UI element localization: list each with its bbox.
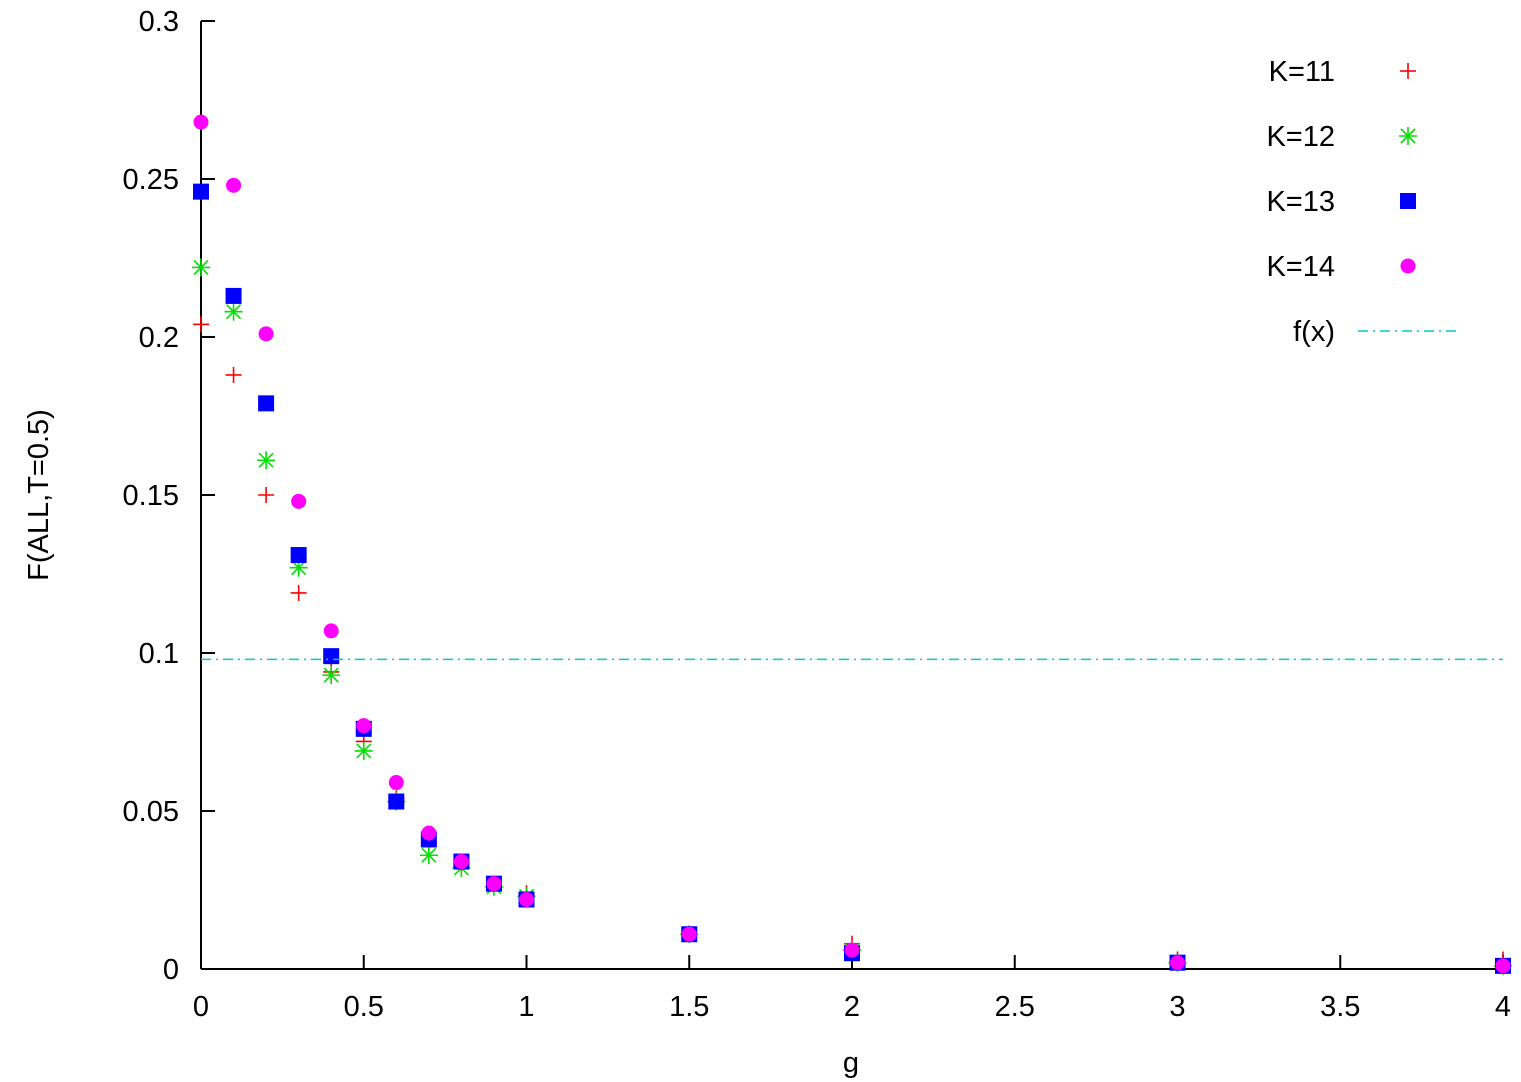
y-tick-label: 0 bbox=[163, 954, 179, 986]
series-k-12 bbox=[192, 258, 1512, 975]
data-point bbox=[1170, 955, 1185, 971]
data-point bbox=[1495, 958, 1511, 974]
data-point bbox=[388, 793, 405, 810]
series-k-11 bbox=[193, 316, 1511, 968]
star-d2 bbox=[421, 847, 437, 863]
data-point bbox=[354, 741, 373, 760]
x-tick-label: 3 bbox=[1169, 991, 1185, 1023]
data-point bbox=[453, 854, 469, 870]
data-point bbox=[421, 825, 437, 841]
data-point bbox=[486, 876, 502, 892]
data-point bbox=[419, 846, 438, 865]
x-axis-title: g bbox=[843, 1047, 859, 1079]
data-point bbox=[225, 366, 242, 383]
data-point bbox=[681, 926, 697, 942]
series-k-13 bbox=[193, 183, 1511, 974]
x-tick-label: 2 bbox=[844, 991, 860, 1023]
series-layer bbox=[192, 114, 1512, 975]
x-tick-label: 0.5 bbox=[344, 991, 384, 1023]
data-point bbox=[322, 666, 341, 685]
x-tick-label: 2.5 bbox=[995, 991, 1035, 1023]
data-point bbox=[257, 451, 276, 470]
x-tick-label: 4 bbox=[1495, 991, 1511, 1023]
x-tick-label: 1.5 bbox=[669, 991, 709, 1023]
star-d2 bbox=[193, 259, 209, 276]
data-point bbox=[356, 718, 372, 734]
data-point bbox=[323, 623, 339, 639]
data-point bbox=[290, 584, 307, 601]
x-axis-ticks: 0 0.5 1 1.5 2 2.5 3 3.5 4 bbox=[193, 955, 1511, 1023]
legend-label: K=13 bbox=[1266, 186, 1335, 218]
x-tick-label: 3.5 bbox=[1320, 991, 1360, 1023]
legend-label: K=11 bbox=[1269, 56, 1335, 88]
legend-swatch bbox=[1399, 127, 1417, 145]
data-point bbox=[193, 183, 209, 200]
legend: K=11 K=12 K=13 K=14 f(x) bbox=[1266, 56, 1456, 348]
star-d2 bbox=[1400, 128, 1416, 144]
data-point bbox=[290, 547, 307, 564]
series-k-14 bbox=[193, 114, 1511, 974]
data-point bbox=[193, 316, 209, 333]
y-tick-label: 0.15 bbox=[123, 480, 179, 512]
x-tick-label: 0 bbox=[193, 991, 209, 1023]
y-tick-label: 0.3 bbox=[139, 6, 179, 38]
data-point bbox=[224, 302, 243, 321]
data-point bbox=[258, 326, 274, 342]
star-d2 bbox=[225, 304, 242, 320]
legend-swatch bbox=[1400, 258, 1416, 274]
data-point bbox=[193, 114, 209, 130]
y-tick-label: 0.1 bbox=[139, 638, 179, 670]
star-d2 bbox=[356, 743, 372, 759]
data-point bbox=[258, 395, 275, 412]
legend-swatch bbox=[1400, 193, 1416, 209]
y-axis-ticks: 0 0.05 0.1 0.15 0.2 0.25 0.3 bbox=[123, 6, 215, 986]
data-point bbox=[226, 177, 242, 193]
data-point bbox=[323, 648, 340, 665]
data-point bbox=[258, 487, 275, 503]
data-point bbox=[844, 942, 860, 958]
data-point bbox=[192, 258, 210, 277]
legend-label: K=14 bbox=[1266, 251, 1335, 283]
legend-label: K=12 bbox=[1266, 121, 1335, 153]
data-point bbox=[519, 891, 534, 907]
y-tick-label: 0.2 bbox=[139, 322, 179, 354]
legend-swatch bbox=[1400, 63, 1416, 79]
legend-label: f(x) bbox=[1293, 316, 1335, 348]
y-tick-label: 0.25 bbox=[123, 164, 179, 196]
data-point bbox=[291, 493, 307, 509]
plot-frame bbox=[200, 21, 1503, 970]
y-axis-title: F(ALL,T=0.5) bbox=[23, 409, 55, 581]
data-point bbox=[388, 775, 404, 791]
data-point bbox=[225, 287, 242, 304]
star-d2 bbox=[323, 667, 339, 683]
y-tick-label: 0.05 bbox=[123, 796, 179, 828]
x-tick-label: 1 bbox=[518, 991, 534, 1023]
star-d2 bbox=[258, 452, 274, 468]
